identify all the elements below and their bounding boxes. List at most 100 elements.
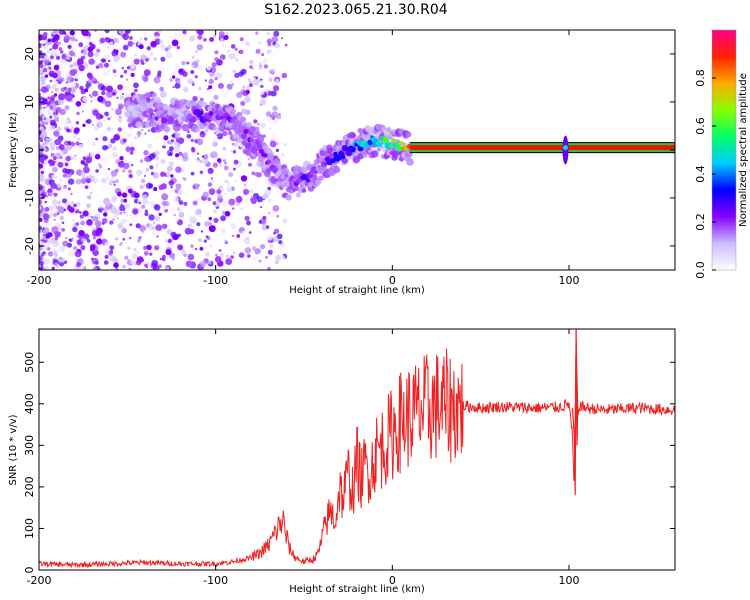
noise-speckle (177, 143, 181, 147)
noise-speckle (113, 183, 116, 187)
noise-speckle (64, 184, 67, 188)
noise-speckle (219, 146, 223, 149)
noise-speckle (254, 172, 260, 177)
noise-speckle (247, 254, 251, 258)
noise-speckle (129, 36, 133, 40)
noise-speckle (58, 256, 63, 261)
ridge-halo (318, 175, 324, 181)
noise-speckle (144, 211, 149, 217)
noise-speckle (248, 189, 254, 194)
ridge-halo (143, 103, 148, 108)
noise-speckle (137, 238, 141, 243)
noise-speckle (239, 37, 244, 42)
noise-speckle (92, 176, 99, 184)
noise-speckle (84, 37, 91, 44)
ridge-halo (370, 150, 379, 158)
noise-speckle (114, 74, 117, 77)
ridge-halo (358, 127, 363, 133)
noise-speckle (217, 194, 223, 200)
noise-speckle (73, 53, 76, 57)
noise-speckle (203, 258, 207, 262)
noise-speckle (98, 163, 102, 167)
noise-speckle (240, 68, 247, 75)
noise-speckle (168, 77, 172, 81)
ridge-cell (257, 143, 262, 149)
noise-speckle (160, 56, 166, 62)
noise-speckle (269, 50, 275, 57)
noise-speckle (39, 63, 44, 69)
noise-speckle (255, 48, 261, 54)
noise-speckle (110, 170, 118, 177)
noise-speckle (267, 249, 273, 255)
noise-speckle (45, 140, 49, 145)
noise-speckle (58, 93, 66, 101)
noise-speckle (43, 229, 48, 234)
ridge-halo (341, 157, 349, 164)
ridge-cell (267, 159, 272, 164)
noise-speckle (78, 42, 84, 48)
noise-speckle (225, 258, 233, 265)
noise-speckle (231, 142, 235, 146)
noise-speckle (75, 121, 80, 125)
noise-speckle (146, 46, 151, 51)
noise-speckle (91, 123, 95, 127)
noise-speckle (46, 66, 49, 69)
noise-speckle (129, 236, 132, 240)
noise-speckle (228, 172, 234, 177)
noise-speckle (70, 201, 74, 205)
noise-speckle (146, 143, 153, 149)
noise-speckle (212, 152, 219, 158)
noise-speckle (239, 145, 243, 148)
noise-speckle (168, 180, 175, 186)
spectrogram-x-ticks: -200 -100 0 100 (27, 30, 580, 287)
noise-speckle (228, 198, 236, 206)
noise-speckle (281, 37, 283, 40)
snr-plot-area (39, 329, 675, 569)
noise-speckle (214, 77, 218, 81)
noise-speckle (47, 96, 51, 100)
noise-speckle (265, 256, 268, 259)
noise-speckle (148, 183, 154, 189)
noise-speckle (112, 91, 116, 96)
noise-speckle (173, 213, 176, 217)
noise-speckle (66, 128, 70, 133)
noise-speckle (68, 238, 72, 241)
noise-speckle (131, 164, 134, 167)
noise-speckle (166, 229, 173, 235)
noise-speckle (53, 30, 59, 34)
noise-speckle (63, 208, 67, 212)
noise-speckle (175, 183, 182, 190)
noise-speckle (45, 137, 50, 142)
noise-speckle (199, 160, 203, 164)
noise-speckle (214, 255, 222, 263)
noise-speckle (169, 189, 173, 194)
noise-speckle (162, 205, 165, 209)
noise-speckle (225, 254, 230, 259)
noise-speckle (73, 203, 77, 208)
noise-speckle (112, 218, 115, 221)
noise-speckle (136, 130, 142, 136)
noise-speckle (105, 37, 111, 43)
noise-speckle (104, 62, 109, 68)
noise-speckle (143, 230, 147, 234)
noise-speckle (209, 244, 212, 248)
noise-speckle (199, 170, 204, 175)
noise-speckle (174, 32, 182, 40)
noise-speckle (72, 49, 77, 53)
noise-speckle (270, 68, 275, 74)
noise-speckle (54, 87, 59, 92)
noise-speckle (148, 214, 155, 221)
noise-speckle (128, 169, 133, 174)
noise-speckle (65, 95, 73, 102)
noise-speckle (39, 130, 42, 135)
noise-speckle (107, 117, 111, 121)
noise-speckle (121, 92, 124, 95)
colorbar-tick-label: 0.2 (694, 213, 707, 231)
noise-speckle (151, 231, 156, 235)
noise-speckle (122, 264, 126, 269)
ridge-cell (217, 111, 224, 117)
noise-speckle (51, 226, 59, 234)
noise-speckle (82, 123, 86, 128)
noise-speckle (162, 141, 168, 147)
noise-speckle (158, 212, 162, 216)
